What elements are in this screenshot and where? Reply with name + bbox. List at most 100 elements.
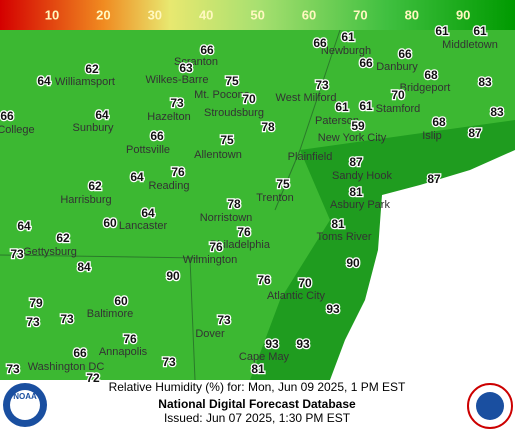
humidity-value: 64 <box>37 74 51 88</box>
city-label: Bridgeport <box>400 82 451 94</box>
noaa-logo-text: NOAA <box>13 392 37 401</box>
humidity-value: 75 <box>225 74 239 88</box>
humidity-value: 66 <box>0 109 14 123</box>
humidity-value: 73 <box>60 312 74 326</box>
humidity-value: 73 <box>6 362 20 376</box>
noaa-logo-inner <box>10 390 40 420</box>
humidity-value: 93 <box>265 337 279 351</box>
humidity-value: 60 <box>114 294 128 308</box>
humidity-value: 73 <box>170 96 184 110</box>
scale-label: 50 <box>250 7 264 22</box>
city-label: Stamford <box>376 103 421 115</box>
humidity-value: 61 <box>473 24 487 38</box>
scale-label: 80 <box>405 7 419 22</box>
humidity-value: 76 <box>237 225 251 239</box>
humidity-value: 70 <box>242 92 256 106</box>
humidity-value: 62 <box>88 179 102 193</box>
humidity-value: 87 <box>468 126 482 140</box>
humidity-value: 75 <box>276 177 290 191</box>
humidity-value: 76 <box>209 240 223 254</box>
city-label: Stroudsburg <box>204 107 264 119</box>
city-label: Scranton <box>174 56 218 68</box>
city-label: Hazelton <box>147 111 190 123</box>
humidity-value: 66 <box>200 43 214 57</box>
humidity-value: 62 <box>85 62 99 76</box>
footer-bg <box>0 380 515 431</box>
city-label: Harrisburg <box>60 194 111 206</box>
city-label: Wilkes-Barre <box>146 74 209 86</box>
humidity-value: 61 <box>341 30 355 44</box>
humidity-value: 61 <box>335 100 349 114</box>
humidity-value: 70 <box>391 88 405 102</box>
city-label: Pottsville <box>126 144 170 156</box>
humidity-value: 84 <box>77 260 91 274</box>
city-label: Trenton <box>256 192 294 204</box>
color-scale <box>0 0 515 30</box>
humidity-value: 81 <box>251 362 265 376</box>
humidity-value: 76 <box>257 273 271 287</box>
humidity-value: 64 <box>130 170 144 184</box>
city-label: Plainfield <box>288 151 333 163</box>
humidity-value: 62 <box>56 231 70 245</box>
city-label: Philadelphia <box>210 239 271 251</box>
city-label: Newburgh <box>321 45 371 57</box>
scale-label: 60 <box>302 7 316 22</box>
city-label: Danbury <box>376 61 418 73</box>
humidity-value: 73 <box>217 313 231 327</box>
city-label: Cape May <box>239 351 290 363</box>
humidity-value: 66 <box>398 47 412 61</box>
humidity-value: 70 <box>298 276 312 290</box>
humidity-value: 81 <box>331 217 345 231</box>
humidity-value: 81 <box>349 185 363 199</box>
city-label: Toms River <box>316 231 371 243</box>
city-label: Sandy Hook <box>332 170 392 182</box>
city-label: Allentown <box>194 149 242 161</box>
humidity-value: 61 <box>359 99 373 113</box>
city-label: Dover <box>195 328 225 340</box>
scale-label: 70 <box>353 7 367 22</box>
city-label: Baltimore <box>87 308 133 320</box>
city-label: Williamsport <box>55 76 115 88</box>
humidity-value: 76 <box>171 165 185 179</box>
humidity-value: 63 <box>179 61 193 75</box>
city-label: Mt. Pocono <box>194 89 250 101</box>
humidity-value: 83 <box>490 105 504 119</box>
humidity-value: 76 <box>123 332 137 346</box>
scale-label: 20 <box>96 7 110 22</box>
humidity-value: 59 <box>351 119 365 133</box>
scale-label: 90 <box>456 7 470 22</box>
city-label: New York City <box>318 132 387 144</box>
city-label: College <box>0 124 35 136</box>
humidity-value: 73 <box>315 78 329 92</box>
humidity-value: 78 <box>261 120 275 134</box>
humidity-value: 72 <box>86 371 100 385</box>
city-label: Middletown <box>442 39 498 51</box>
humidity-value: 78 <box>227 197 241 211</box>
nws-logo-inner <box>476 392 504 420</box>
humidity-value: 68 <box>424 68 438 82</box>
humidity-value: 73 <box>162 355 176 369</box>
city-label: Paterson <box>315 115 359 127</box>
humidity-value: 64 <box>17 219 31 233</box>
city-label: Annapolis <box>99 346 148 358</box>
scale-label: 40 <box>199 7 213 22</box>
humidity-value: 66 <box>150 129 164 143</box>
humidity-value: 93 <box>326 302 340 316</box>
city-label: Wilmington <box>183 254 237 266</box>
humidity-value: 83 <box>478 75 492 89</box>
city-label: Asbury Park <box>330 199 390 211</box>
humidity-value: 87 <box>427 172 441 186</box>
footer-title: Relative Humidity (%) for: Mon, Jun 09 2… <box>109 380 406 394</box>
city-label: Gettysburg <box>23 246 77 258</box>
city-label: Islip <box>422 130 442 142</box>
footer-source: National Digital Forecast Database <box>158 397 356 411</box>
humidity-value: 73 <box>10 247 24 261</box>
city-label: Norristown <box>200 212 253 224</box>
city-label: Washington DC <box>28 361 105 373</box>
state-border <box>0 29 341 381</box>
humidity-value: 64 <box>95 108 109 122</box>
humidity-value: 75 <box>220 133 234 147</box>
humidity-value: 64 <box>141 206 155 220</box>
humidity-value: 66 <box>73 346 87 360</box>
